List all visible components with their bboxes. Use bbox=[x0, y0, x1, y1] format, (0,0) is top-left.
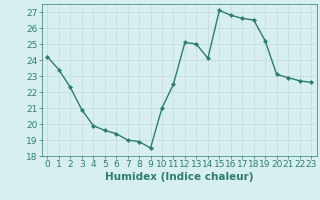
X-axis label: Humidex (Indice chaleur): Humidex (Indice chaleur) bbox=[105, 172, 253, 182]
